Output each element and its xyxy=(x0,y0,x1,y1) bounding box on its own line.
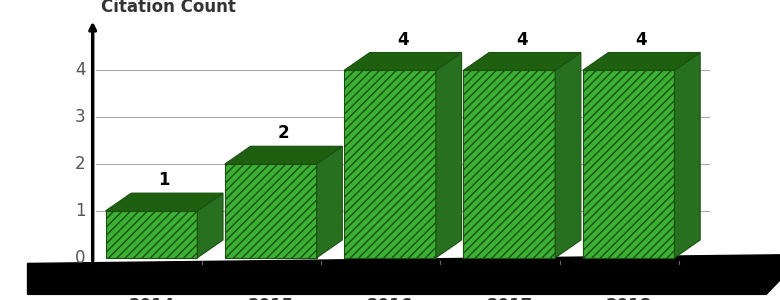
Polygon shape xyxy=(583,52,700,70)
Text: 4: 4 xyxy=(636,31,647,49)
Text: 2015: 2015 xyxy=(247,297,294,300)
Polygon shape xyxy=(225,164,317,258)
Text: 2014: 2014 xyxy=(128,297,175,300)
Polygon shape xyxy=(583,70,675,258)
Polygon shape xyxy=(555,52,581,258)
Polygon shape xyxy=(344,52,462,70)
Text: 2018: 2018 xyxy=(605,297,651,300)
Polygon shape xyxy=(463,70,555,258)
Polygon shape xyxy=(463,52,581,70)
Polygon shape xyxy=(27,254,780,294)
Polygon shape xyxy=(675,52,700,258)
Polygon shape xyxy=(317,146,342,258)
Text: 1: 1 xyxy=(75,202,85,220)
Polygon shape xyxy=(105,193,223,211)
Polygon shape xyxy=(197,193,223,258)
Text: 2: 2 xyxy=(75,155,85,173)
Text: 2016: 2016 xyxy=(367,297,413,300)
Polygon shape xyxy=(344,70,436,258)
Polygon shape xyxy=(105,211,197,258)
Text: 3: 3 xyxy=(75,108,85,126)
Text: 4: 4 xyxy=(397,31,409,49)
Text: 4: 4 xyxy=(516,31,528,49)
Text: 4: 4 xyxy=(75,61,85,79)
Text: 2017: 2017 xyxy=(486,297,533,300)
Polygon shape xyxy=(436,52,462,258)
Text: 0: 0 xyxy=(75,249,85,267)
Text: 1: 1 xyxy=(158,171,170,189)
Text: Citation Count: Citation Count xyxy=(101,0,236,16)
Polygon shape xyxy=(225,146,342,164)
Text: 2: 2 xyxy=(278,124,289,142)
